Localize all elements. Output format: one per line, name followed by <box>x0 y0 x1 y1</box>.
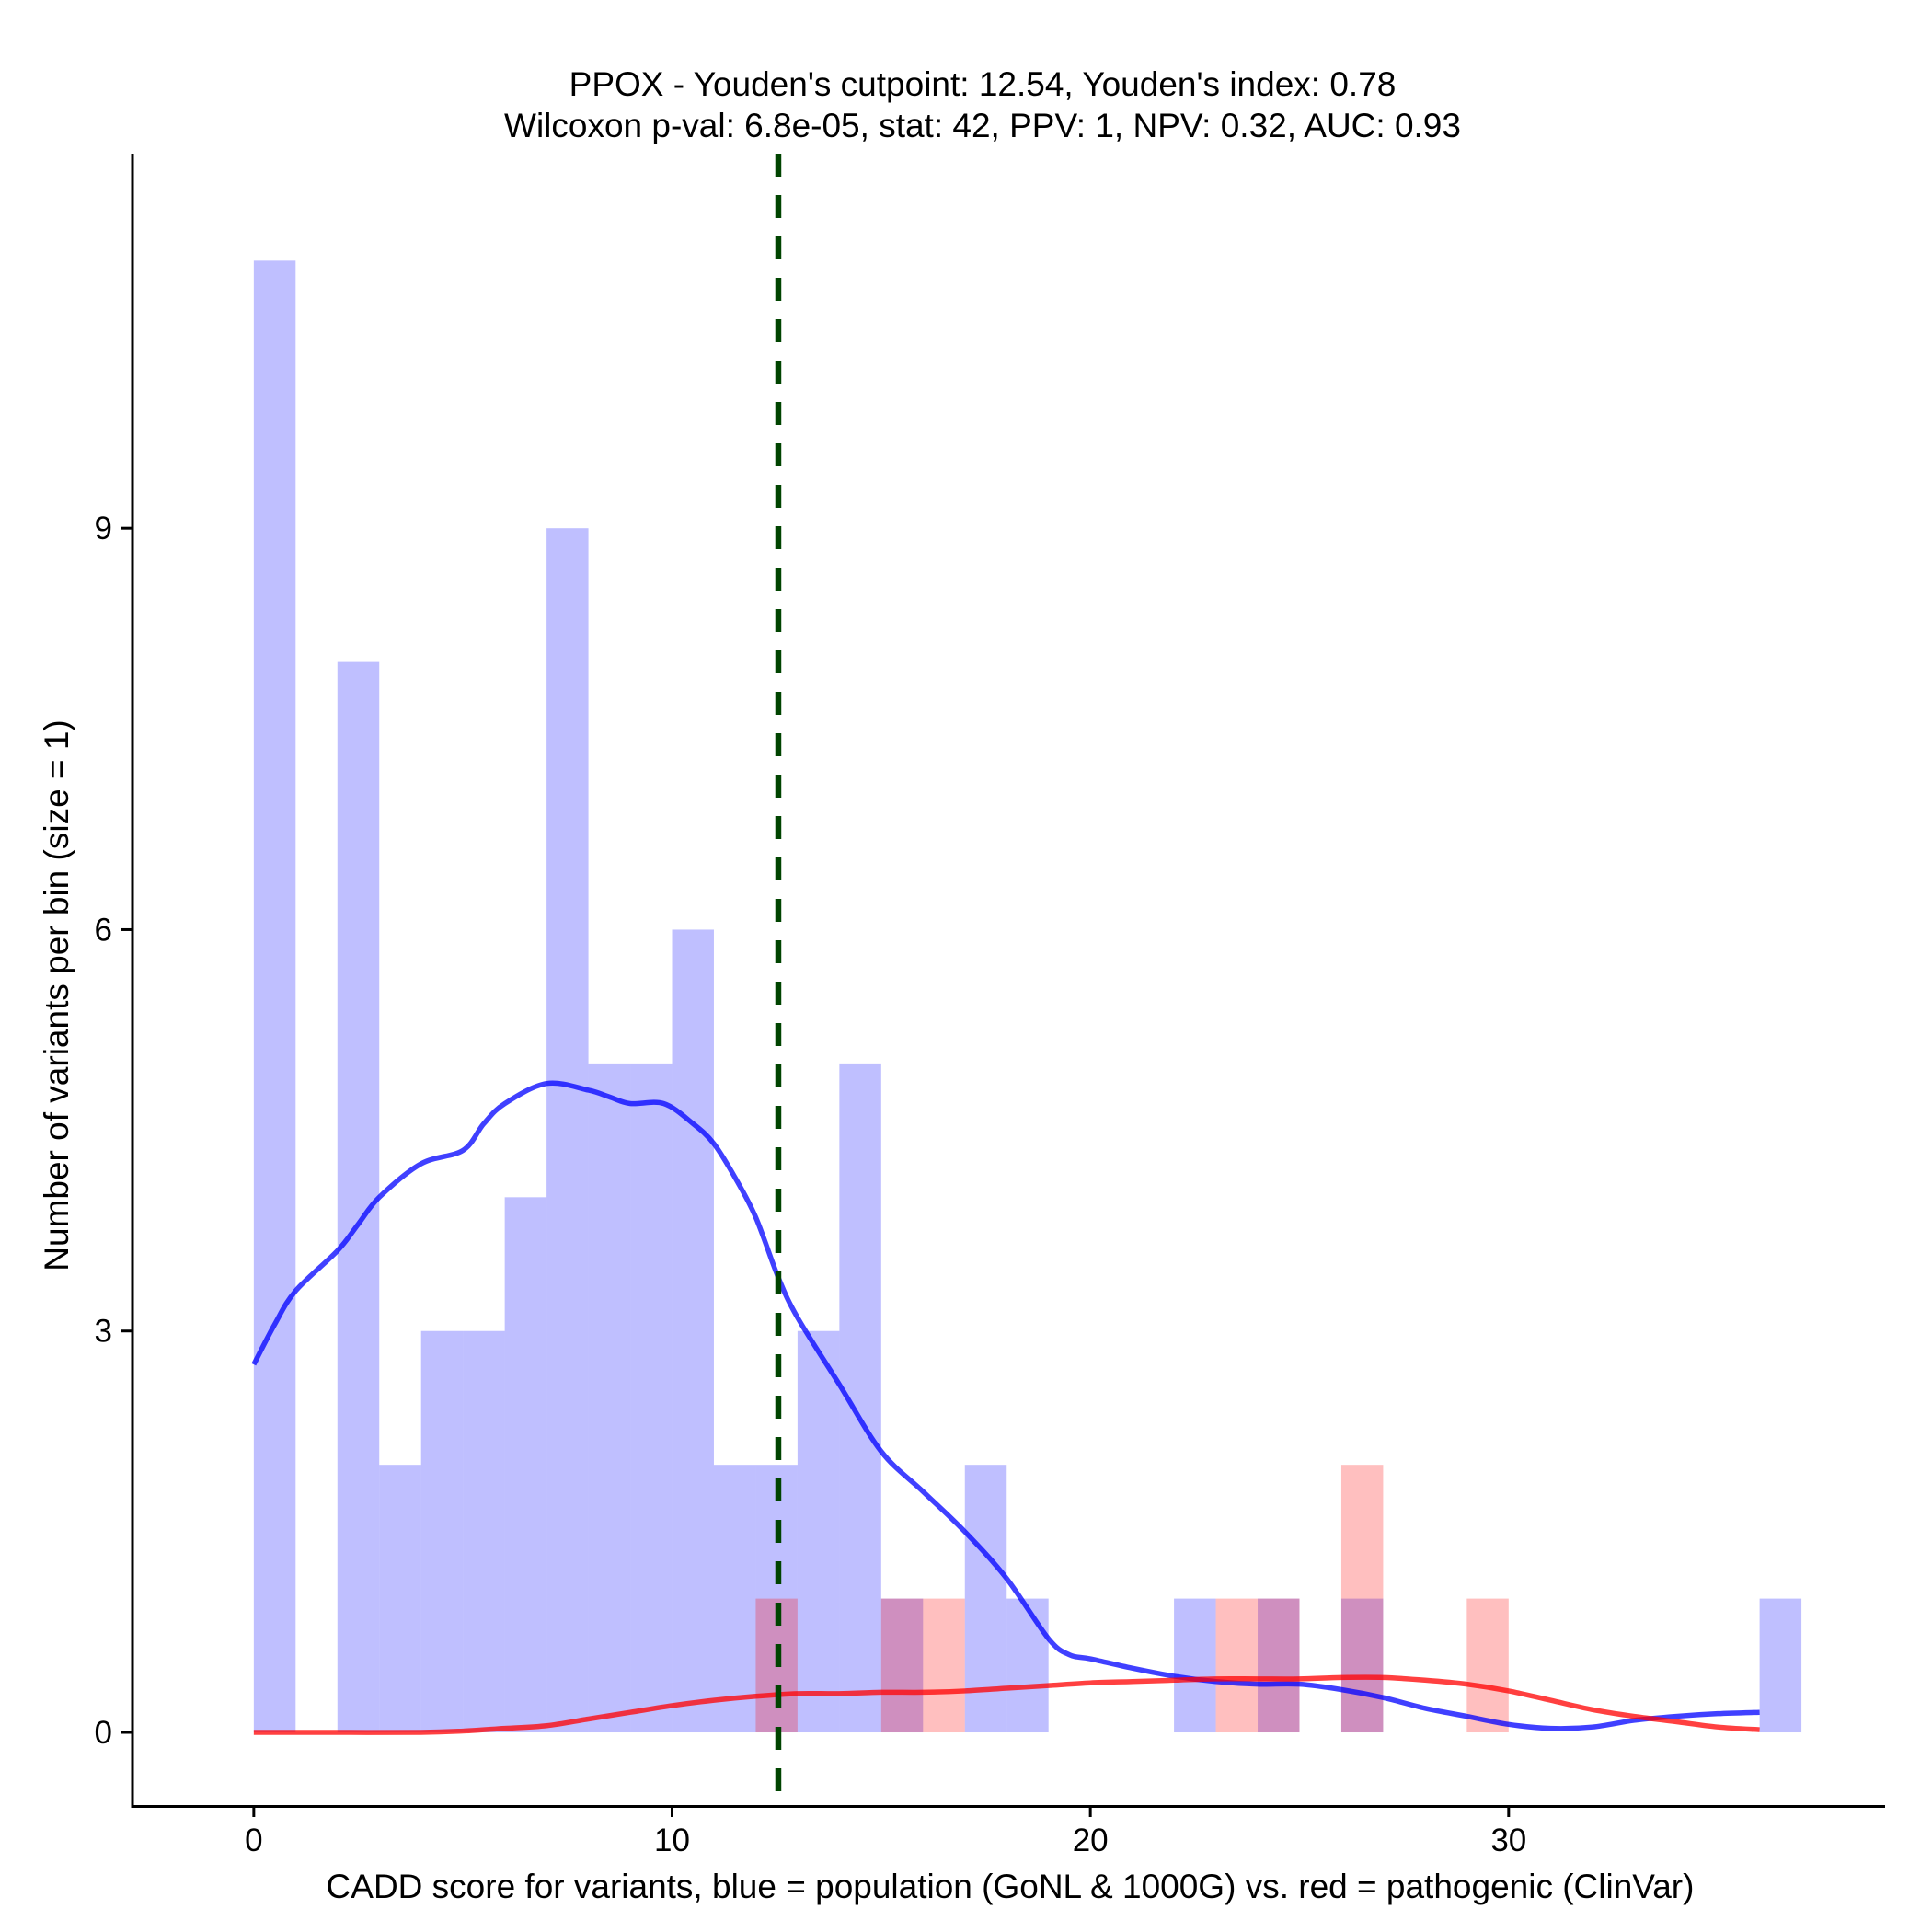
x-tick-label: 0 <box>245 1823 262 1858</box>
population-bar-8 <box>630 1063 673 1733</box>
x-tick-label: 20 <box>1073 1823 1109 1858</box>
population-bar-2 <box>379 1465 421 1733</box>
x-axis-label: CADD score for variants, blue = populati… <box>327 1868 1695 1905</box>
population-bar-19 <box>1340 1598 1384 1733</box>
population-density-line <box>251 1080 1760 1731</box>
pathogenic-bar-3 <box>1215 1598 1259 1733</box>
population-bar-7 <box>588 1063 631 1733</box>
population-bar-18 <box>1258 1598 1300 1733</box>
population-bar-16 <box>1006 1598 1049 1733</box>
pathogenic-bar-4 <box>1258 1598 1300 1733</box>
pathogenic-bar-5 <box>1340 1465 1384 1733</box>
population-bar-10 <box>713 1465 756 1733</box>
population-bar-6 <box>546 528 589 1733</box>
y-axis-ticks: 0 3 6 9 <box>95 511 132 1751</box>
x-axis-ticks: 0 10 20 30 <box>245 1806 1526 1858</box>
y-tick-label: 6 <box>95 912 112 948</box>
chart-title: PPOX - Youden's cutpoint: 12.54, Youden'… <box>569 65 1397 103</box>
y-tick-label: 0 <box>95 1715 112 1751</box>
x-tick-label: 10 <box>654 1823 690 1858</box>
pathogenic-density-line <box>253 1674 1760 1735</box>
population-bar-4 <box>463 1330 505 1733</box>
x-tick-label: 30 <box>1490 1823 1526 1858</box>
histogram-bars <box>253 260 1802 1733</box>
population-bar-9 <box>672 929 714 1733</box>
chart-subtitle: Wilcoxon p-val: 6.8e-05, stat: 42, PPV: … <box>504 107 1461 144</box>
population-bar-5 <box>504 1197 547 1733</box>
y-tick-label: 9 <box>95 511 112 546</box>
y-axis-label: Number of variants per bin (size = 1) <box>38 719 75 1271</box>
population-bar-1 <box>337 661 380 1733</box>
pathogenic-bar-1 <box>880 1598 924 1733</box>
population-bar-20 <box>1759 1598 1802 1733</box>
y-tick-label: 3 <box>95 1314 112 1350</box>
population-bar-3 <box>420 1330 464 1733</box>
population-bar-12 <box>797 1330 840 1733</box>
pathogenic-bar-2 <box>923 1598 965 1733</box>
population-bar-14 <box>880 1598 924 1733</box>
population-bar-17 <box>1174 1598 1216 1733</box>
pathogenic-bar-6 <box>1466 1598 1509 1733</box>
density-lines <box>251 1080 1760 1735</box>
population-bar-0 <box>253 260 296 1733</box>
